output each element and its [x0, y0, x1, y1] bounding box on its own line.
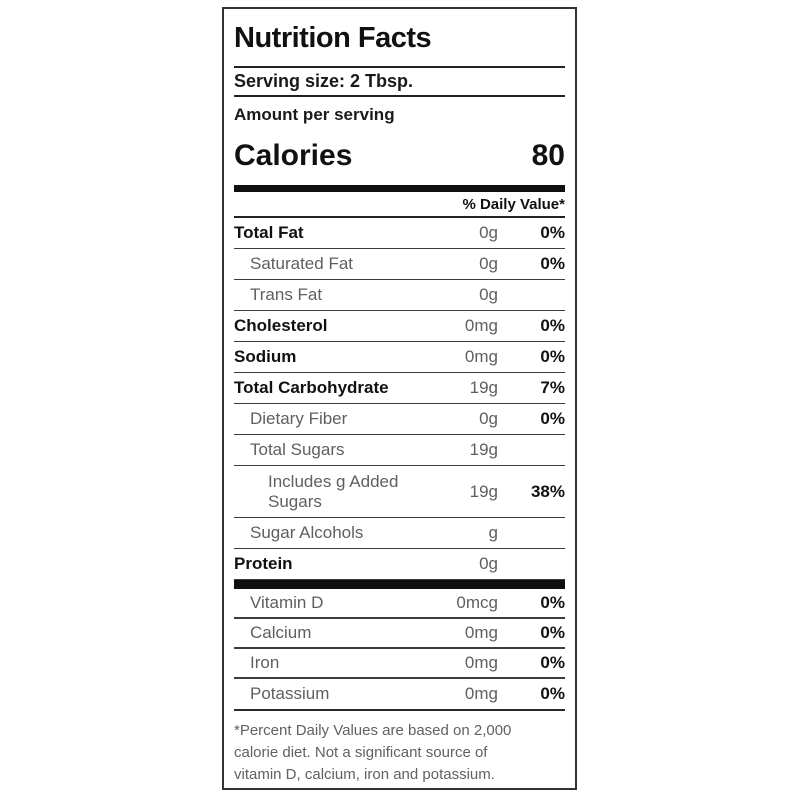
nutrient-name: Vitamin D	[250, 593, 324, 612]
nutrient-amount: 0g	[479, 409, 498, 428]
nutrient-name: Trans Fat	[250, 285, 323, 304]
nutrient-percent: 0%	[540, 409, 565, 428]
calories-label: Calories	[234, 139, 353, 172]
label-title: Nutrition Facts	[234, 9, 565, 68]
daily-value-header: % Daily Value*	[234, 192, 565, 218]
table-row: Includes g Added Sugars 19g 38%	[234, 466, 565, 518]
nutrient-name: Dietary Fiber	[250, 409, 348, 428]
nutrient-amount: 0mg	[464, 653, 498, 672]
table-row: Protein 0g	[234, 549, 565, 580]
footnote-line: vitamin D, calcium, iron and potassium.	[234, 766, 495, 783]
nutrition-facts-label: Nutrition Facts Serving size: 2 Tbsp. Am…	[222, 7, 577, 790]
table-row: Total Fat 0g 0%	[234, 218, 565, 249]
nutrient-amount: 0mg	[464, 347, 498, 366]
section-divider-bar	[234, 185, 565, 192]
table-row: Sugar Alcohols g	[234, 518, 565, 549]
nutrient-name: Calcium	[250, 623, 312, 642]
nutrient-amount: 19g	[469, 440, 498, 459]
calories-value: 80	[531, 139, 565, 172]
nutrient-amount: 0mg	[464, 316, 498, 335]
amount-per-serving: Amount per serving	[234, 105, 395, 124]
nutrient-percent: 0%	[540, 653, 565, 672]
table-row: Sodium 0mg 0%	[234, 342, 565, 373]
nutrient-name: Sodium	[234, 347, 297, 366]
table-row: Vitamin D 0mcg 0%	[234, 589, 565, 619]
nutrient-name: Total Sugars	[250, 440, 345, 459]
nutrient-percent: 0%	[540, 593, 565, 612]
nutrient-percent: 0%	[540, 254, 565, 273]
nutrient-amount: g	[488, 523, 498, 542]
calories-row: Calories 80	[234, 133, 565, 179]
nutrient-name: Cholesterol	[234, 316, 328, 335]
table-row: Iron 0mg 0%	[234, 649, 565, 679]
nutrient-name: Protein	[234, 554, 293, 573]
table-row: Saturated Fat 0g 0%	[234, 249, 565, 280]
serving-size: Serving size: 2 Tbsp.	[234, 68, 565, 97]
nutrient-amount: 0g	[479, 285, 498, 304]
nutrient-amount: 0mcg	[456, 593, 498, 612]
table-row: Dietary Fiber 0g 0%	[234, 404, 565, 435]
nutrient-name: Total Carbohydrate	[234, 378, 389, 397]
nutrient-name: Total Fat	[234, 223, 304, 242]
nutrient-amount: 0g	[479, 223, 498, 242]
nutrient-name: Includes g Added Sugars	[268, 471, 399, 511]
nutrient-name: Iron	[250, 653, 280, 672]
nutrient-percent: 0%	[540, 316, 565, 335]
nutrient-percent: 0%	[540, 347, 565, 366]
nutrient-name: Saturated Fat	[250, 254, 354, 273]
table-row: Potassium 0mg 0%	[234, 679, 565, 709]
footnote-line: *Percent Daily Values are based on 2,000	[234, 722, 512, 739]
nutrient-percent: 0%	[540, 684, 565, 703]
section-divider-bar	[234, 580, 565, 589]
nutrient-amount: 0mg	[464, 623, 498, 642]
nutrient-percent: 7%	[540, 378, 565, 397]
table-row: Calcium 0mg 0%	[234, 619, 565, 649]
nutrient-percent: 0%	[540, 223, 565, 242]
nutrient-percent: 38%	[530, 481, 565, 501]
nutrient-amount: 0g	[479, 254, 498, 273]
table-row: Total Sugars 19g	[234, 435, 565, 466]
nutrient-name: Potassium	[250, 684, 330, 703]
nutrient-amount: 19g	[469, 378, 498, 397]
footnote-line: calorie diet. Not a significant source o…	[234, 744, 488, 761]
footnote: *Percent Daily Values are based on 2,000…	[234, 709, 565, 786]
nutrient-percent: 0%	[540, 623, 565, 642]
table-row: Trans Fat 0g	[234, 280, 565, 311]
nutrient-rows: Total Fat 0g 0% Saturated Fat 0g 0% Trans Fat 0…	[234, 218, 565, 580]
micronutrient-rows: Vitamin D 0mcg 0% Calcium 0mg 0% Iron 0mg 0% Pota…	[234, 589, 565, 709]
nutrient-amount: 0mg	[464, 684, 498, 703]
nutrient-name: Sugar Alcohols	[250, 523, 364, 542]
table-row: Cholesterol 0mg 0%	[234, 311, 565, 342]
nutrient-amount: 19g	[469, 481, 498, 501]
nutrient-amount: 0g	[479, 554, 498, 573]
table-row: Total Carbohydrate 19g 7%	[234, 373, 565, 404]
